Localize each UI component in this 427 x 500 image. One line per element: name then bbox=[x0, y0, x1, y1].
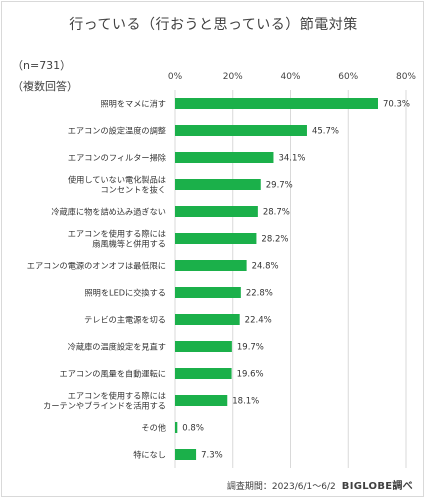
bar bbox=[175, 395, 228, 406]
x-tick-label: 80% bbox=[396, 72, 416, 82]
category-label: 特になし bbox=[133, 450, 166, 460]
category-label: その他 bbox=[141, 423, 166, 433]
value-label: 28.2% bbox=[261, 235, 288, 245]
x-tick-label: 20% bbox=[223, 72, 243, 82]
bar bbox=[175, 152, 274, 163]
survey-period: 調査期間：2023/6/1～6/2 bbox=[226, 482, 336, 492]
value-label: 29.7% bbox=[266, 181, 293, 191]
value-label: 70.3% bbox=[383, 100, 410, 110]
category-label: エアコンの設定温度の調整 bbox=[68, 126, 166, 136]
category-label: 照明をLEDに交換する bbox=[84, 288, 166, 298]
category-label: エアコンの風量を自動運転に bbox=[60, 369, 166, 379]
category-label: 照明をマメに消す bbox=[100, 99, 166, 109]
bar bbox=[175, 287, 241, 298]
category-label: エアコンを使用する際には bbox=[68, 391, 166, 401]
x-tick-label: 0% bbox=[168, 72, 183, 82]
bar bbox=[175, 341, 232, 352]
chart-title: 行っている（行おうと思っている）節電対策 bbox=[69, 17, 358, 33]
category-label: エアコンの電源のオンオフは最低限に bbox=[27, 261, 166, 271]
value-label: 0.8% bbox=[182, 424, 204, 434]
bar bbox=[175, 422, 178, 433]
category-label: カーテンやブラインドを活用する bbox=[43, 401, 166, 411]
value-label: 28.7% bbox=[263, 208, 290, 218]
value-label: 18.1% bbox=[232, 397, 259, 407]
bar bbox=[175, 98, 378, 109]
value-label: 22.4% bbox=[245, 316, 272, 326]
value-label: 19.7% bbox=[237, 343, 264, 353]
category-label: エアコンのフィルター掃除 bbox=[68, 153, 166, 163]
category-label: エアコンを使用する際には bbox=[68, 229, 166, 239]
value-label: 22.8% bbox=[246, 289, 273, 299]
bar bbox=[175, 449, 197, 460]
bar bbox=[175, 206, 258, 217]
value-label: 19.6% bbox=[237, 370, 264, 380]
category-label: 使用していない電化製品は bbox=[68, 175, 166, 185]
bar bbox=[175, 125, 307, 136]
x-tick-label: 40% bbox=[280, 72, 300, 82]
category-label: 冷蔵庫に物を詰め込み過ぎない bbox=[51, 207, 166, 217]
multiple-answer-note: （複数回答） bbox=[12, 80, 78, 93]
sample-size-note: （n=731） bbox=[12, 59, 72, 72]
value-label: 34.1% bbox=[278, 154, 305, 164]
value-label: 7.3% bbox=[201, 451, 223, 461]
value-label: 45.7% bbox=[312, 127, 339, 137]
bar bbox=[175, 368, 232, 379]
bar bbox=[175, 179, 261, 190]
value-label: 24.8% bbox=[252, 262, 279, 272]
category-label: テレビの主電源を切る bbox=[84, 315, 166, 325]
category-label: 扇風機等と併用する bbox=[92, 239, 166, 249]
bar bbox=[175, 260, 247, 271]
bar bbox=[175, 233, 257, 244]
category-label: コンセントを抜く bbox=[100, 185, 166, 195]
chart-footer: 調査期間：2023/6/1～6/2 BIGLOBE調べ bbox=[227, 477, 413, 492]
x-tick-label: 60% bbox=[338, 72, 358, 82]
bar bbox=[175, 314, 240, 325]
category-label: 冷蔵庫の温度設定を見直す bbox=[68, 342, 166, 352]
source-brand: BIGLOBE調べ bbox=[341, 481, 413, 492]
